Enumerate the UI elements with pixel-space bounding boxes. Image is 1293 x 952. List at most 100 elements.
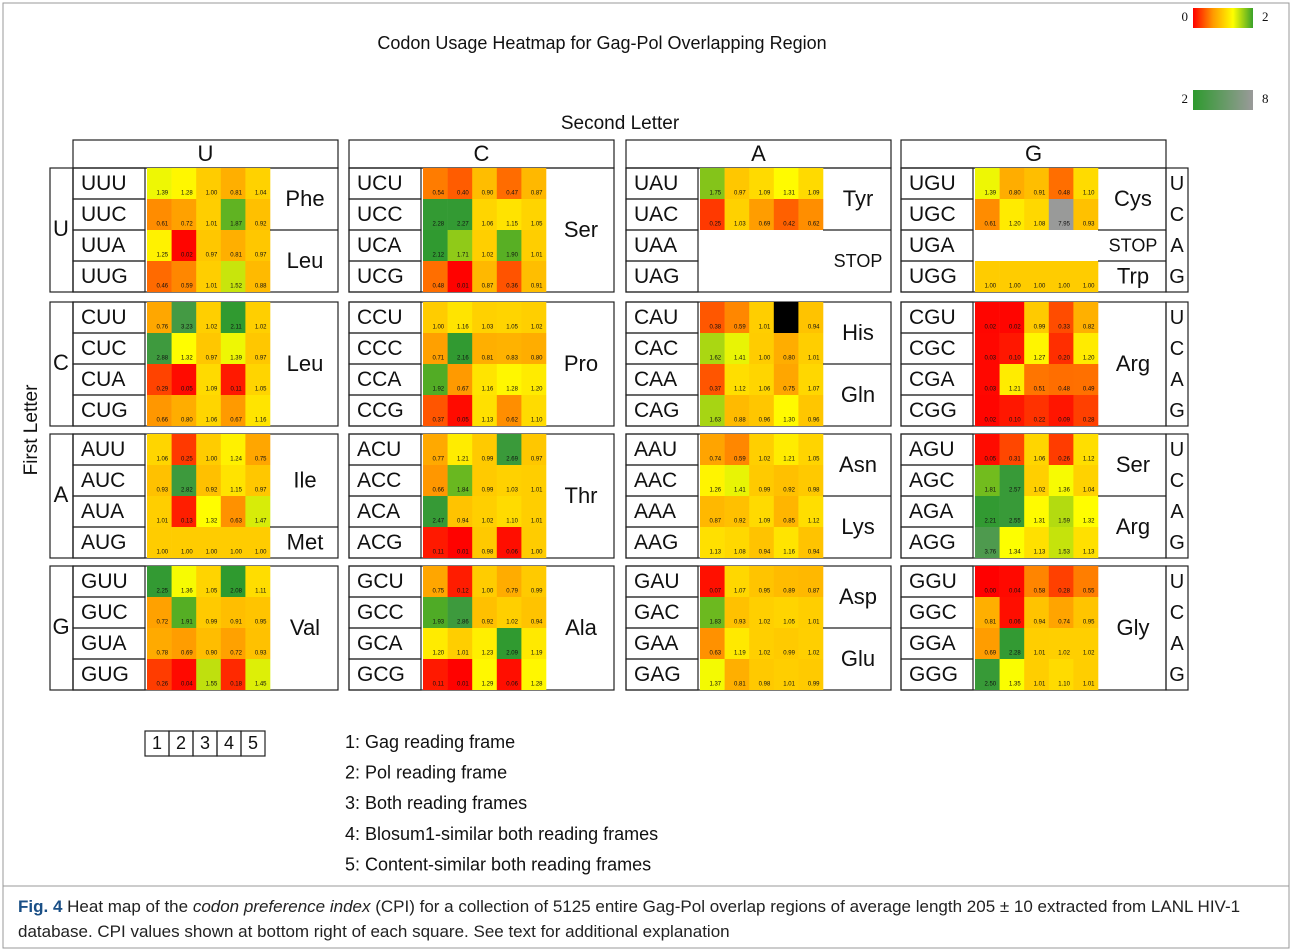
- heat-cell: [447, 199, 473, 230]
- cell-value: 0.72: [181, 222, 193, 228]
- cell-value: 1.05: [206, 589, 218, 595]
- heat-cell: [196, 199, 222, 230]
- cell-value: 0.97: [531, 457, 543, 463]
- heat-cell: [171, 628, 197, 659]
- heat-cell: [447, 465, 473, 496]
- heat-cell: [496, 465, 522, 496]
- cell-value: 1.12: [808, 519, 820, 525]
- amino-acid: Asn: [839, 452, 877, 477]
- heat-cell: [1048, 364, 1074, 395]
- color-scale-bar: [1193, 8, 1253, 28]
- heat-cell: [447, 597, 473, 628]
- heat-cell: [999, 597, 1025, 628]
- codon-box: [72, 394, 146, 427]
- cell-value: 0.25: [709, 222, 721, 228]
- heat-cell: [147, 199, 172, 230]
- cell-value: 1.00: [759, 356, 771, 362]
- cell-value: 1.02: [808, 651, 820, 657]
- cell-value: 0.10: [1009, 418, 1021, 424]
- cell-value: 0.37: [709, 387, 721, 393]
- heat-cell: [521, 199, 547, 230]
- cell-value: 0.28: [1058, 589, 1070, 595]
- amino-acid: Leu: [287, 248, 324, 273]
- cell-value: 0.11: [433, 682, 445, 688]
- heat-cell: [196, 465, 222, 496]
- heat-cell: [798, 566, 824, 597]
- heat-cell: [999, 527, 1025, 558]
- cell-value: 0.63: [709, 651, 721, 657]
- column-axis-label: Second Letter: [561, 113, 680, 134]
- heat-cell: [724, 395, 750, 426]
- cell-value: 0.96: [759, 418, 771, 424]
- codon: UUG: [81, 265, 128, 288]
- heat-cell: [1048, 628, 1074, 659]
- cell-value: 1.29: [482, 682, 494, 688]
- heat-cell: [521, 333, 547, 364]
- title: Codon Usage Heatmap for Gag-Pol Overlapp…: [377, 33, 826, 53]
- heat-cell: [447, 168, 473, 199]
- heat-cell: [171, 434, 197, 465]
- cell-value: 2.47: [432, 519, 444, 525]
- cell-value: 1.20: [432, 651, 444, 657]
- heat-cell: [472, 261, 498, 292]
- heat-cell: [749, 597, 775, 628]
- heat-cell: [521, 302, 547, 333]
- cell-value: 1.45: [255, 682, 267, 688]
- cell-value: 0.99: [783, 651, 795, 657]
- amino-acid: Lys: [841, 514, 874, 539]
- third-letter: A: [1170, 501, 1184, 523]
- cell-value: 1.15: [506, 222, 518, 228]
- cell-value: 0.83: [506, 356, 518, 362]
- heat-cell: [245, 628, 271, 659]
- heat-cell: [521, 168, 547, 199]
- cell-value: 1.00: [206, 457, 218, 463]
- cell-value: 0.72: [230, 651, 242, 657]
- heat-cell: [999, 465, 1025, 496]
- cell-value: 0.87: [808, 589, 820, 595]
- codon: ACA: [357, 500, 400, 523]
- cell-value: 1.16: [783, 550, 795, 556]
- amino-acid: Met: [287, 529, 324, 554]
- row-axis-label: First Letter: [21, 384, 42, 475]
- heat-cell: [196, 566, 222, 597]
- heat-cell: [749, 496, 775, 527]
- third-letter: U: [1170, 307, 1184, 329]
- codon: AGU: [909, 438, 955, 461]
- cell-value: 0.58: [1034, 589, 1046, 595]
- heat-cell: [773, 496, 799, 527]
- codon: UUC: [81, 203, 127, 226]
- codon: CCG: [357, 399, 404, 422]
- codon: CUU: [81, 306, 127, 329]
- cell-value: 0.99: [1034, 325, 1046, 331]
- codon: CGU: [909, 306, 956, 329]
- third-letter: C: [1170, 204, 1184, 226]
- heat-cell: [749, 527, 775, 558]
- cell-value: 0.74: [1058, 620, 1070, 626]
- cell-value: 1.26: [709, 488, 721, 494]
- heat-cell: [496, 527, 522, 558]
- heat-cell: [1073, 395, 1099, 426]
- cell-value: 0.96: [808, 418, 820, 424]
- heat-cell: [521, 566, 547, 597]
- heat-cell: [423, 199, 448, 230]
- cell-value: 0.05: [181, 387, 193, 393]
- third-letter: A: [1170, 235, 1184, 257]
- cell-value: 1.06: [206, 418, 218, 424]
- cell-value: 0.61: [984, 222, 996, 228]
- amino-acid: Trp: [1117, 263, 1149, 288]
- heat-cell: [1048, 199, 1074, 230]
- codon: GGU: [909, 570, 957, 593]
- cell-value: 0.95: [1083, 620, 1095, 626]
- second-letter: C: [474, 141, 490, 166]
- codon-box: [348, 260, 422, 293]
- cell-value: 1.75: [709, 191, 721, 197]
- heat-cell: [724, 434, 750, 465]
- heat-cell: [1073, 496, 1099, 527]
- cell-value: 1.52: [230, 284, 242, 290]
- cell-value: 1.02: [1034, 488, 1046, 494]
- cell-value: 1.21: [783, 457, 795, 463]
- heat-cell: [1024, 659, 1050, 690]
- cell-value: 1.47: [255, 519, 267, 525]
- cell-value: 0.80: [783, 356, 795, 362]
